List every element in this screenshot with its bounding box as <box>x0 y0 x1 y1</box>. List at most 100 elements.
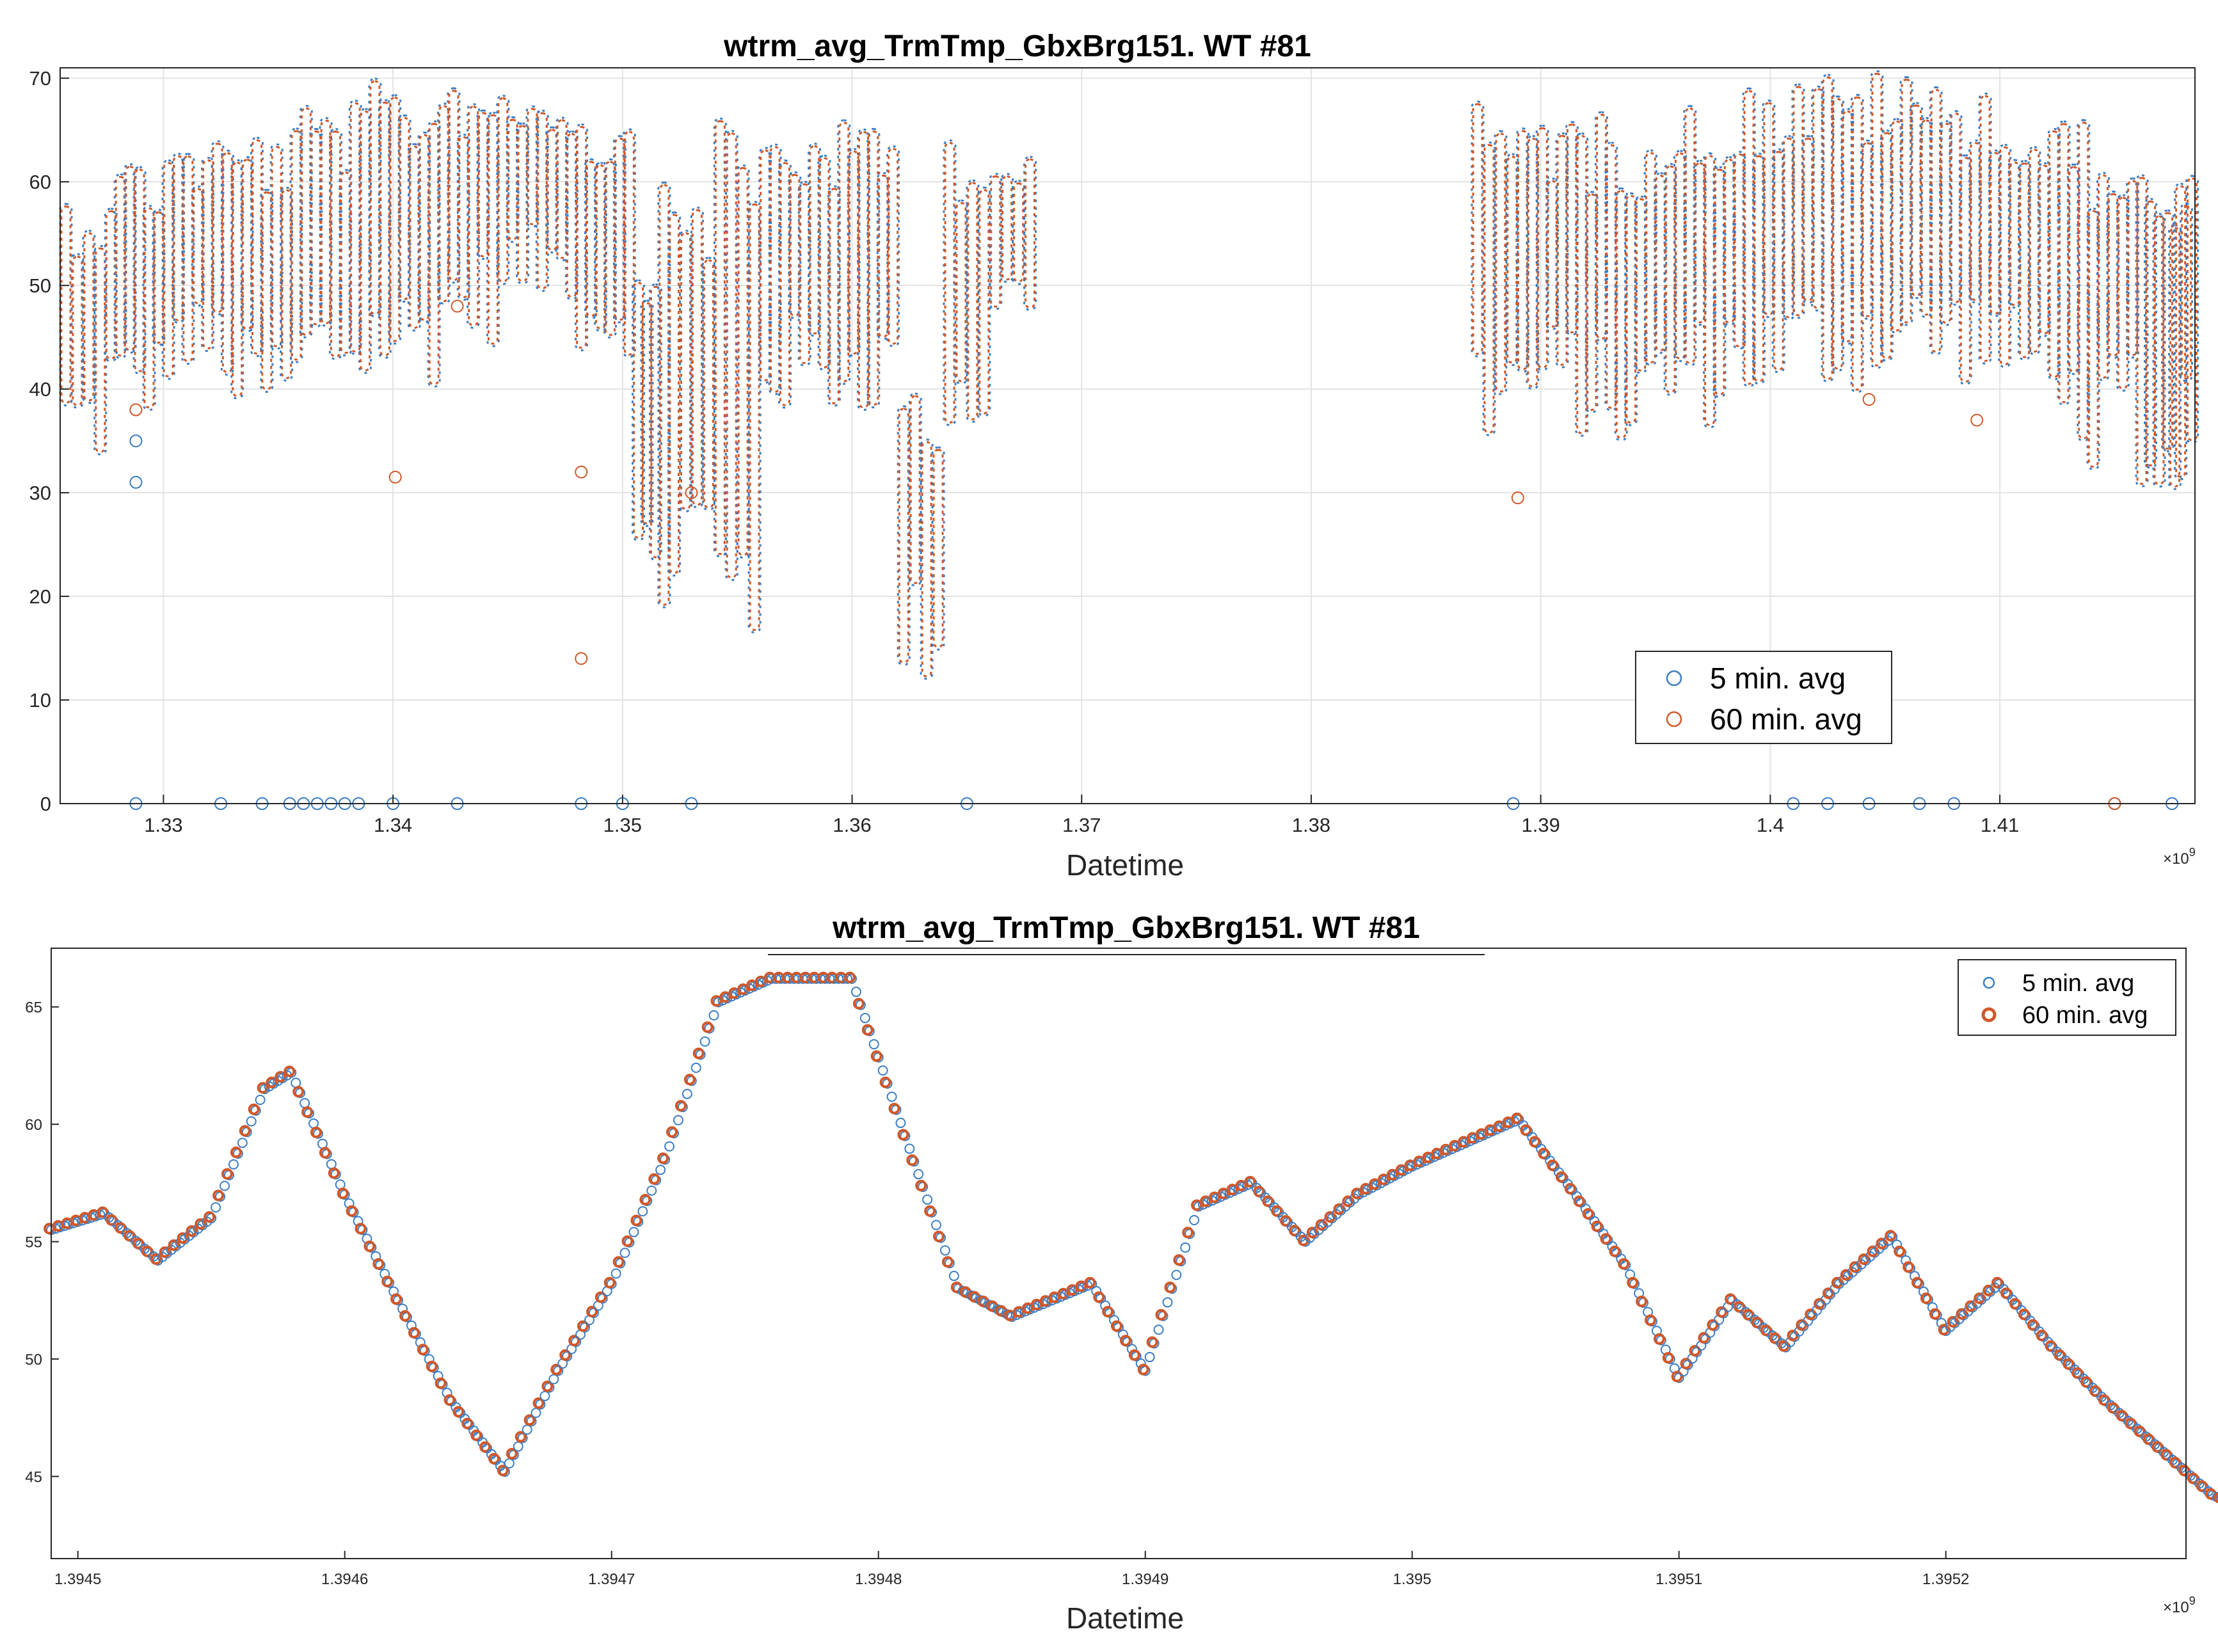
bottom-point-60min <box>2000 1287 2012 1299</box>
bottom-point-5min <box>237 1138 248 1148</box>
bottom-point-60min <box>1431 1147 1443 1159</box>
top-point-column-5min <box>378 99 392 359</box>
top-point-column-5min <box>269 143 283 350</box>
top-point-column-60min <box>428 123 440 386</box>
top-point-column-60min <box>2162 212 2173 450</box>
top-point-column-5min <box>1998 143 2012 369</box>
top-point-column-5min <box>260 189 274 393</box>
top-point-column-60min <box>2169 226 2181 488</box>
bottom-point-60min <box>1734 1301 1745 1313</box>
bottom-point-60min <box>1253 1186 1265 1198</box>
top-point-60min <box>575 652 588 665</box>
top-point-column-5min <box>289 127 303 363</box>
bottom-point-60min <box>2027 1319 2039 1331</box>
top-point-column-5min <box>1654 172 1668 354</box>
top-x-tick-label: 1.39 <box>1522 814 1560 836</box>
top-x-tick-label: 1.41 <box>1981 814 2019 836</box>
top-point-column-60min <box>1655 175 1666 351</box>
top-point-column-5min <box>908 392 922 587</box>
top-point-column-60min <box>399 116 410 300</box>
top-point-column-60min <box>769 146 781 393</box>
top-point-column-5min <box>2185 175 2199 444</box>
top-point-column-60min <box>955 202 967 383</box>
top-point-column-5min <box>584 158 598 320</box>
top-point-column-60min <box>1989 152 2000 315</box>
top-point-column-5min <box>211 140 225 316</box>
bottom-point-60min <box>1591 1220 1603 1232</box>
bottom-point-5min <box>868 1039 879 1050</box>
top-point-column-5min <box>989 173 1003 310</box>
top-point-column-60min <box>1812 88 1824 310</box>
bottom-point-60min <box>1947 1315 1959 1328</box>
top-point-column-60min <box>72 255 83 406</box>
top-x-tick-label: 1.4 <box>1757 814 1784 836</box>
top-x-tick-label: 1.37 <box>1062 814 1101 836</box>
bottom-y-tick-label: 60 <box>25 1116 42 1134</box>
top-point-column-5min <box>1000 173 1014 283</box>
top-point-column-60min <box>818 157 830 369</box>
bottom-legend-box <box>1958 959 2176 1036</box>
bottom-point-60min <box>719 991 731 1003</box>
top-point-column-60min <box>95 247 106 453</box>
bottom-point-60min <box>1671 1370 1683 1383</box>
bottom-point-60min <box>2134 1426 2146 1438</box>
top-point-column-5min <box>2160 209 2174 452</box>
top-y-tick-label: 10 <box>29 689 51 711</box>
top-point-column-5min <box>966 179 980 423</box>
top-point-column-60min <box>60 205 72 404</box>
bottom-point-5min <box>211 1202 221 1213</box>
top-point-60min <box>1862 393 1876 406</box>
top-y-tick-label: 40 <box>29 378 51 401</box>
top-point-column-5min <box>1494 130 1508 395</box>
top-point-column-60min <box>2117 196 2128 390</box>
bottom-point-60min <box>2098 1394 2110 1406</box>
bottom-point-60min <box>915 1180 927 1192</box>
top-point-column-60min <box>967 182 978 420</box>
bottom-point-60min <box>594 1291 607 1303</box>
bottom-point-5min <box>637 1206 648 1217</box>
top-point-column-5min <box>1751 152 1766 385</box>
bottom-point-60min <box>141 1245 153 1257</box>
bottom-point-60min <box>515 1431 527 1443</box>
top-point-column-60min <box>153 211 164 344</box>
top-point-column-5min <box>280 186 294 382</box>
bottom-point-60min <box>1991 1276 2004 1289</box>
top-point-column-5min <box>856 128 870 411</box>
bottom-point-5min <box>886 1092 897 1102</box>
bottom-point-60min <box>1956 1308 1968 1320</box>
top-point-column-60min <box>1901 78 1912 324</box>
top-point-column-5min <box>2144 198 2157 469</box>
top-point-column-60min <box>468 106 479 326</box>
bottom-point-60min <box>1378 1173 1389 1186</box>
top-point-column-5min <box>817 154 831 371</box>
top-point-column-5min <box>358 107 372 374</box>
top-point-column-60min <box>1940 122 1952 324</box>
top-point-column-60min <box>1871 72 1883 367</box>
top-point-column-5min <box>747 200 762 634</box>
top-point-column-60min <box>192 187 203 305</box>
bottom-point-5min <box>1135 1358 1146 1369</box>
bottom-point-60min <box>852 997 865 1010</box>
top-point-column-5min <box>797 180 811 367</box>
top-point-column-5min <box>1526 135 1540 390</box>
bottom-point-5min <box>690 1062 701 1073</box>
bottom-point-60min <box>1164 1282 1176 1294</box>
bottom-point-60min <box>1983 1284 1995 1296</box>
top-y-tick-label: 0 <box>40 793 51 815</box>
bottom-point-60min <box>1458 1136 1470 1148</box>
top-point-column-60min <box>291 130 302 361</box>
top-point-column-60min <box>1970 141 1981 301</box>
top-point-column-5min <box>427 120 441 388</box>
top-point-column-5min <box>758 147 772 384</box>
bottom-point-60min <box>203 1211 216 1223</box>
top-point-column-60min <box>182 155 194 363</box>
top-point-column-60min <box>2187 177 2198 441</box>
bottom-point-60min <box>257 1082 269 1094</box>
bottom-x-axis-label: Datetime <box>1066 1601 1184 1635</box>
bottom-point-60min <box>1297 1234 1309 1246</box>
bottom-point-60min <box>1556 1171 1567 1183</box>
top-point-column-5min <box>348 99 362 356</box>
bottom-x-tick-label: 1.3947 <box>588 1571 635 1588</box>
bottom-point-60min <box>1146 1336 1158 1348</box>
